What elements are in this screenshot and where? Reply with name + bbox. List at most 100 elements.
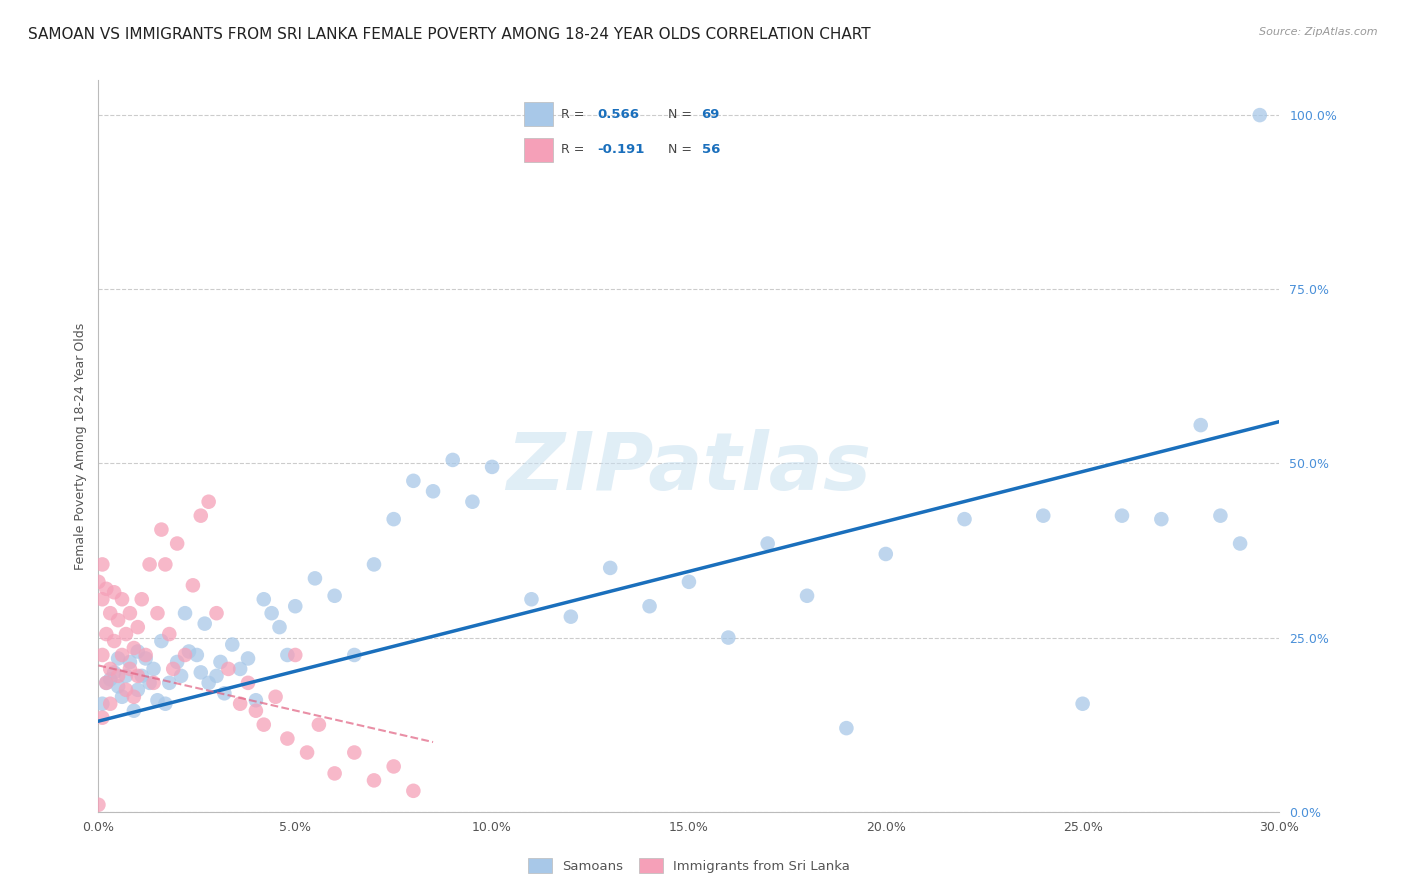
Point — [118, 655, 141, 669]
Point — [1111, 508, 1133, 523]
Point — [276, 648, 298, 662]
Point — [87, 797, 110, 812]
Point — [276, 731, 298, 746]
Point — [1209, 508, 1232, 523]
Point — [197, 676, 219, 690]
Point — [162, 662, 184, 676]
Point — [245, 704, 267, 718]
Point — [91, 711, 114, 725]
Point — [402, 784, 425, 798]
Point — [87, 574, 110, 589]
Point — [638, 599, 661, 614]
Point — [107, 669, 129, 683]
Point — [221, 638, 243, 652]
Point — [91, 648, 114, 662]
Point — [146, 606, 169, 620]
Point — [107, 651, 129, 665]
Point — [678, 574, 700, 589]
Point — [796, 589, 818, 603]
Legend: Samoans, Immigrants from Sri Lanka: Samoans, Immigrants from Sri Lanka — [523, 853, 855, 879]
Point — [98, 606, 121, 620]
Point — [103, 665, 125, 680]
Point — [115, 627, 138, 641]
Point — [756, 536, 779, 550]
Text: ZIPatlas: ZIPatlas — [506, 429, 872, 507]
Point — [190, 665, 212, 680]
Point — [98, 697, 121, 711]
Text: SAMOAN VS IMMIGRANTS FROM SRI LANKA FEMALE POVERTY AMONG 18-24 YEAR OLDS CORRELA: SAMOAN VS IMMIGRANTS FROM SRI LANKA FEMA… — [28, 27, 870, 42]
Point — [138, 676, 160, 690]
Point — [1229, 536, 1251, 550]
Point — [343, 746, 366, 760]
Text: 56: 56 — [702, 144, 720, 156]
Point — [229, 697, 252, 711]
Point — [150, 523, 173, 537]
Text: N =: N = — [668, 108, 696, 120]
Point — [98, 673, 121, 687]
Point — [127, 620, 149, 634]
Text: Source: ZipAtlas.com: Source: ZipAtlas.com — [1260, 27, 1378, 37]
FancyBboxPatch shape — [524, 137, 553, 161]
Point — [599, 561, 621, 575]
Point — [260, 606, 283, 620]
Point — [111, 690, 134, 704]
Point — [481, 459, 503, 474]
Point — [1249, 108, 1271, 122]
Y-axis label: Female Poverty Among 18-24 Year Olds: Female Poverty Among 18-24 Year Olds — [75, 322, 87, 570]
Text: 69: 69 — [702, 108, 720, 120]
Point — [91, 697, 114, 711]
Point — [142, 662, 165, 676]
Point — [717, 631, 740, 645]
Point — [181, 578, 204, 592]
Point — [205, 669, 228, 683]
Point — [135, 651, 157, 665]
Point — [115, 682, 138, 697]
Point — [107, 613, 129, 627]
Point — [253, 717, 276, 731]
Point — [174, 648, 197, 662]
Text: -0.191: -0.191 — [598, 144, 645, 156]
Point — [96, 582, 118, 596]
Point — [96, 676, 118, 690]
Point — [118, 662, 141, 676]
Point — [209, 655, 232, 669]
Point — [111, 592, 134, 607]
Point — [441, 453, 464, 467]
Point — [953, 512, 976, 526]
Point — [127, 682, 149, 697]
Point — [131, 669, 153, 683]
FancyBboxPatch shape — [524, 102, 553, 127]
Point — [1032, 508, 1054, 523]
Point — [197, 494, 219, 508]
Point — [323, 589, 346, 603]
Point — [103, 585, 125, 599]
Text: R =: R = — [561, 144, 588, 156]
Point — [343, 648, 366, 662]
Point — [308, 717, 330, 731]
Point — [205, 606, 228, 620]
Point — [138, 558, 160, 572]
Point — [174, 606, 197, 620]
Point — [323, 766, 346, 780]
Point — [157, 676, 180, 690]
Point — [177, 644, 200, 658]
Point — [229, 662, 252, 676]
Point — [186, 648, 208, 662]
Point — [194, 616, 217, 631]
Point — [264, 690, 287, 704]
Point — [122, 690, 145, 704]
Point — [284, 599, 307, 614]
Text: N =: N = — [668, 144, 696, 156]
Point — [155, 697, 177, 711]
Point — [1150, 512, 1173, 526]
Point — [122, 640, 145, 655]
Point — [382, 512, 405, 526]
Point — [91, 592, 114, 607]
Point — [875, 547, 897, 561]
Point — [127, 669, 149, 683]
Point — [166, 655, 188, 669]
Point — [461, 494, 484, 508]
Text: 0.566: 0.566 — [598, 108, 640, 120]
Point — [304, 571, 326, 585]
Point — [131, 592, 153, 607]
